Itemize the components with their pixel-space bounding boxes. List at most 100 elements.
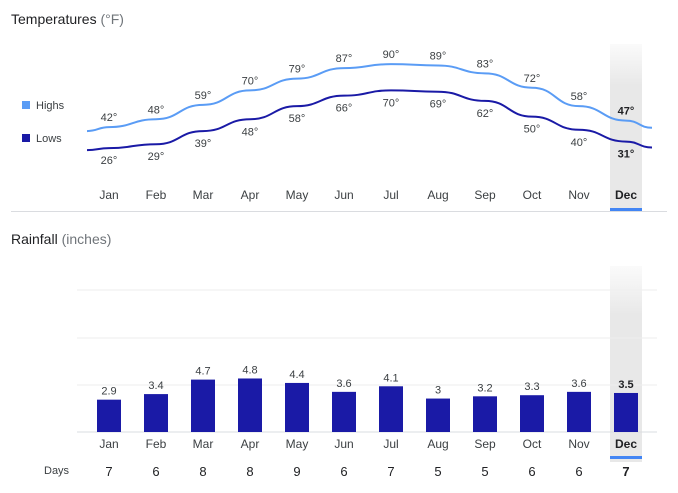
rain-days-value-may: 9	[293, 464, 300, 479]
highs-data-label-sep: 83°	[477, 58, 494, 70]
selected-month-indicator-rainfall	[610, 456, 642, 459]
highs-data-label-apr: 70°	[242, 75, 259, 87]
rainfall-bar-jan	[97, 399, 121, 432]
temperature-month-tick-mar: Mar	[193, 188, 214, 202]
rain-days-value-feb: 6	[152, 464, 159, 479]
rain-days-value-oct: 6	[528, 464, 535, 479]
rainfall-month-tick-jul: Jul	[383, 437, 398, 451]
rainfall-value-label-sep: 3.2	[477, 382, 492, 394]
rainfall-value-label-aug: 3	[435, 385, 441, 397]
rainfall-title-text: Rainfall	[11, 231, 58, 247]
rainfall-value-label-oct: 3.3	[524, 381, 539, 393]
temperature-month-tick-dec: Dec	[615, 188, 637, 202]
rainfall-bar-nov	[567, 391, 591, 432]
temperature-month-tick-sep: Sep	[474, 188, 496, 202]
rainfall-month-tick-mar: Mar	[193, 437, 214, 451]
rainfall-bar-aug	[426, 398, 450, 432]
rain-days-value-dec: 7	[622, 464, 629, 479]
temperature-month-tick-jun: Jun	[334, 188, 353, 202]
rainfall-title: Rainfall (inches)	[11, 231, 111, 247]
lows-data-label-feb: 29°	[148, 151, 165, 163]
rainfall-value-label-nov: 3.6	[571, 378, 586, 390]
temperature-month-tick-aug: Aug	[427, 188, 448, 202]
selected-month-highlight-temperature	[610, 44, 642, 210]
rainfall-unit: (inches)	[61, 231, 112, 247]
lows-data-label-dec: 31°	[618, 149, 635, 161]
rainfall-month-tick-jan: Jan	[99, 437, 118, 451]
lows-data-label-aug: 69°	[430, 99, 447, 111]
rainfall-value-label-may: 4.4	[289, 369, 304, 381]
rainfall-value-label-apr: 4.8	[242, 364, 257, 376]
rainfall-bar-may	[285, 382, 309, 432]
rainfall-month-tick-aug: Aug	[427, 437, 448, 451]
rainfall-month-tick-feb: Feb	[146, 437, 167, 451]
rainfall-bar-feb	[144, 394, 168, 432]
rain-days-value-apr: 8	[246, 464, 253, 479]
lows-data-label-mar: 39°	[195, 138, 212, 150]
highs-data-label-may: 79°	[289, 64, 306, 76]
rainfall-month-tick-jun: Jun	[334, 437, 353, 451]
highs-data-label-jan: 42°	[101, 112, 118, 124]
rainfall-bar-sep	[473, 396, 497, 432]
highs-data-label-jul: 90°	[383, 49, 400, 61]
lows-data-label-jul: 70°	[383, 97, 400, 109]
rainfall-month-tick-dec: Dec	[615, 437, 637, 451]
rainfall-value-label-jan: 2.9	[101, 386, 116, 398]
rain-days-value-jul: 7	[387, 464, 394, 479]
rain-days-value-sep: 5	[481, 464, 488, 479]
lows-series-line	[86, 89, 653, 152]
rainfall-month-tick-apr: Apr	[241, 437, 260, 451]
rainfall-bar-oct	[520, 395, 544, 432]
highs-data-label-mar: 59°	[195, 90, 212, 102]
temperature-month-tick-nov: Nov	[568, 188, 589, 202]
lows-data-label-jan: 26°	[101, 155, 118, 167]
highs-data-label-aug: 89°	[430, 50, 447, 62]
legend-lows: Lows	[22, 133, 62, 145]
rainfall-bar-mar	[191, 379, 215, 432]
lows-data-label-apr: 48°	[242, 126, 259, 138]
temperature-month-tick-oct: Oct	[523, 188, 542, 202]
legend-highs-label: Highs	[36, 100, 65, 112]
rainfall-value-label-dec: 3.5	[618, 379, 633, 391]
rainfall-month-tick-sep: Sep	[474, 437, 496, 451]
temperature-month-tick-apr: Apr	[241, 188, 260, 202]
rainfall-value-label-jun: 3.6	[336, 378, 351, 390]
lows-data-label-nov: 40°	[571, 137, 588, 149]
highs-series-line	[86, 63, 653, 133]
rain-days-value-aug: 5	[434, 464, 441, 479]
rainfall-value-label-jul: 4.1	[383, 372, 398, 384]
rainfall-month-tick-nov: Nov	[568, 437, 589, 451]
rain-days-value-nov: 6	[575, 464, 582, 479]
temperatures-title-text: Temperatures	[11, 11, 97, 27]
temperature-month-tick-jul: Jul	[383, 188, 398, 202]
rainfall-bar-jun	[332, 391, 356, 432]
temperature-month-tick-feb: Feb	[146, 188, 167, 202]
selected-month-indicator-temperature	[610, 208, 642, 211]
temperature-section-divider	[11, 211, 667, 212]
temperature-month-tick-jan: Jan	[99, 188, 118, 202]
temperature-month-tick-may: May	[286, 188, 309, 202]
highs-data-label-dec: 47°	[618, 106, 635, 118]
legend-lows-swatch	[22, 134, 30, 142]
rain-days-value-mar: 8	[199, 464, 206, 479]
lows-data-label-oct: 50°	[524, 124, 541, 136]
days-row-label: Days	[44, 465, 70, 477]
selected-month-highlight-rainfall	[610, 266, 642, 462]
highs-data-label-oct: 72°	[524, 73, 541, 85]
rain-days-value-jan: 7	[105, 464, 112, 479]
highs-data-label-feb: 48°	[148, 104, 165, 116]
rainfall-bar-apr	[238, 378, 262, 432]
legend-highs: Highs	[22, 100, 64, 112]
rain-days-value-jun: 6	[340, 464, 347, 479]
rainfall-bar-jul	[379, 386, 403, 432]
lows-data-label-jun: 66°	[336, 103, 353, 115]
rainfall-bar-dec	[614, 392, 638, 432]
temperatures-title: Temperatures (°F)	[11, 11, 124, 27]
highs-data-label-jun: 87°	[336, 53, 353, 65]
temperatures-unit: (°F)	[100, 11, 124, 27]
legend-highs-swatch	[22, 101, 30, 109]
rainfall-month-tick-oct: Oct	[523, 437, 542, 451]
rainfall-month-tick-may: May	[286, 437, 309, 451]
